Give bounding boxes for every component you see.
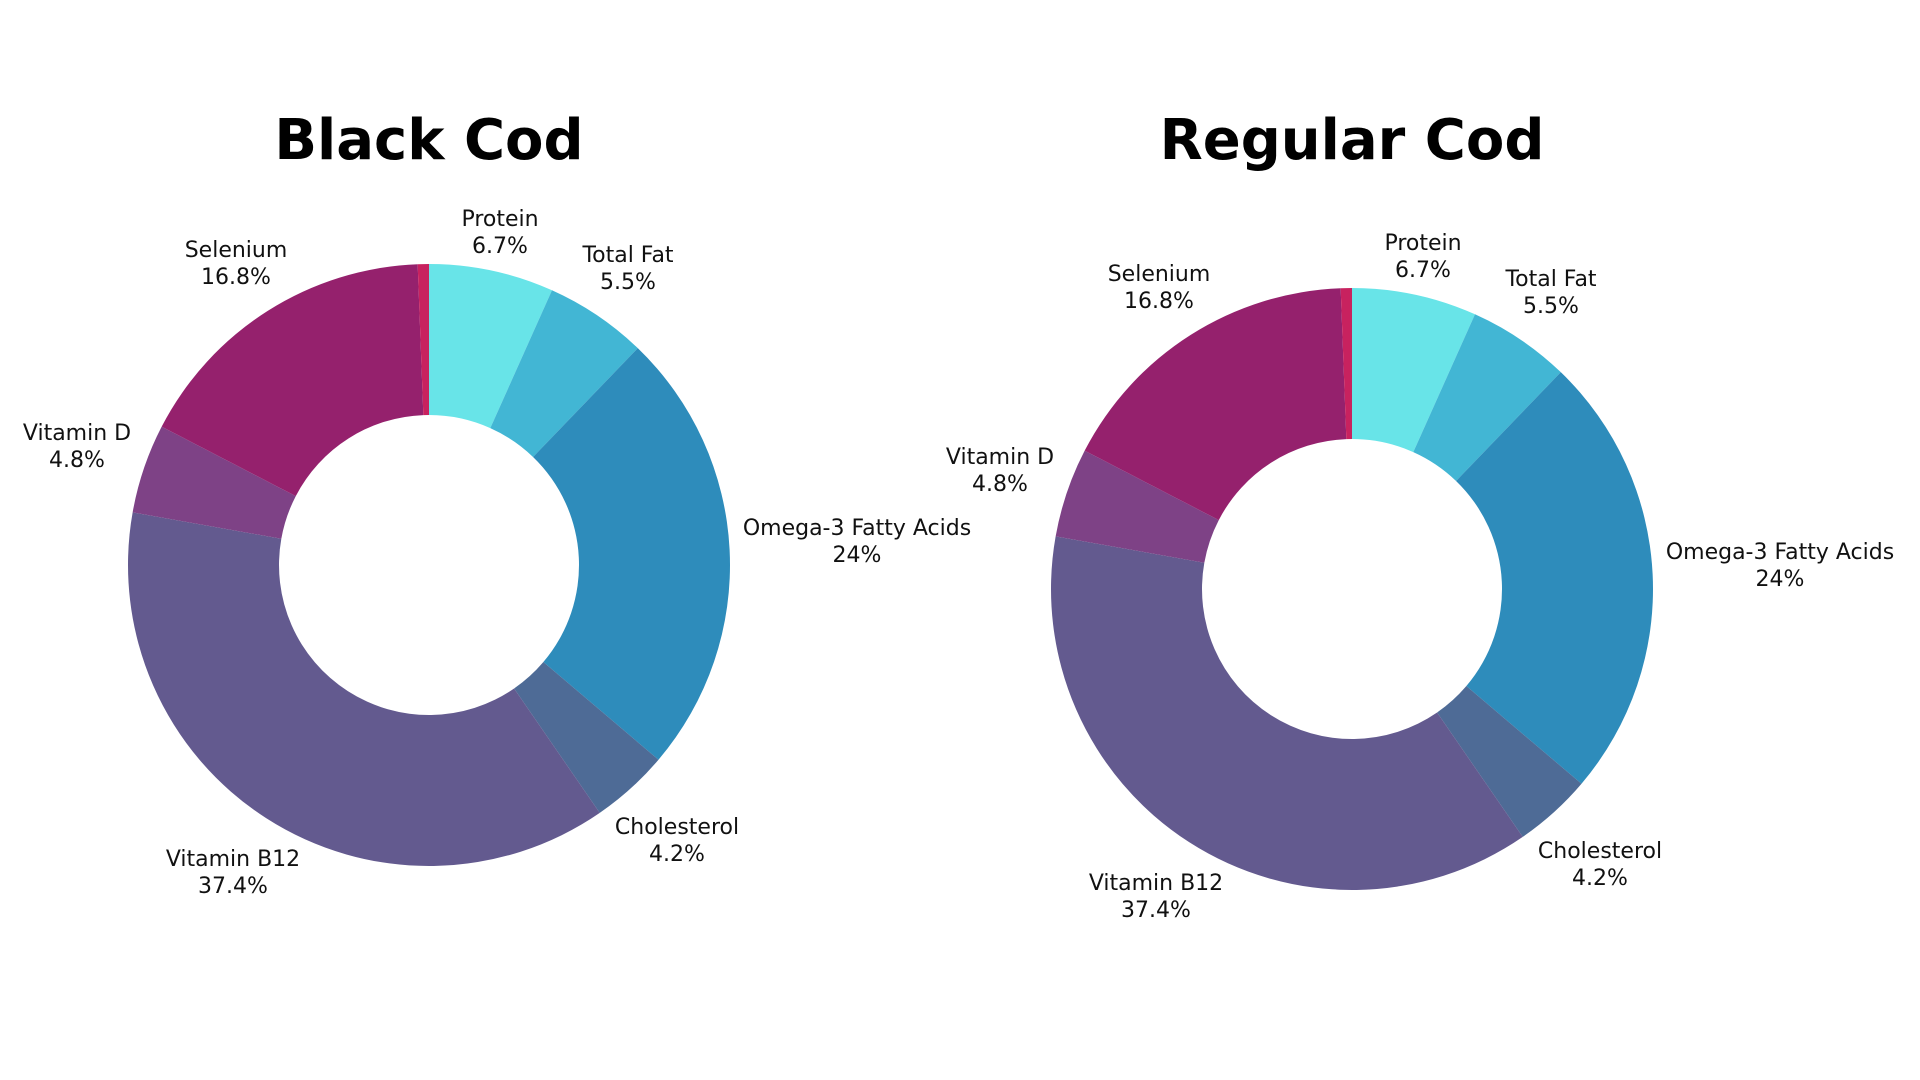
- slice-label-value: 16.8%: [201, 265, 271, 290]
- slice-label-name: Selenium: [184, 238, 288, 263]
- slice-label-value: 4.8%: [49, 448, 105, 473]
- slice-label-name: Vitamin B12: [1088, 871, 1224, 896]
- slice-other: [1340, 288, 1352, 440]
- slice-label-value: 4.8%: [972, 472, 1028, 497]
- chart-title-black-cod: Black Cod: [274, 108, 584, 173]
- slice-label: Total Fat 5.5%: [582, 242, 673, 296]
- slice-label: Selenium 16.8%: [1108, 261, 1211, 315]
- slice-label-name: Protein: [461, 207, 539, 232]
- slice-label-name: Vitamin B12: [165, 847, 301, 872]
- slice-label-value: 16.8%: [1124, 289, 1194, 314]
- slice-label-value: 24%: [1755, 567, 1805, 592]
- slice-label: Omega-3 Fatty Acids 24%: [743, 515, 971, 569]
- slice-protein: [1352, 288, 1476, 453]
- slice-label: Omega-3 Fatty Acids 24%: [1666, 539, 1894, 593]
- slice-label-value: 37.4%: [1121, 898, 1191, 923]
- slice-total-fat: [1413, 314, 1561, 481]
- slice-total-fat: [490, 290, 638, 457]
- slice-label-value: 5.5%: [600, 270, 656, 295]
- slice-label-name: Vitamin D: [945, 445, 1055, 470]
- slice-label: Vitamin B12 37.4%: [1089, 870, 1223, 924]
- slice-protein: [429, 264, 553, 429]
- slice-label: Protein 6.7%: [1384, 230, 1461, 284]
- slice-vitamin-d: [132, 426, 296, 539]
- slice-label-name: Cholesterol: [614, 815, 740, 840]
- slice-omega-3-fatty-acids: [1456, 372, 1653, 784]
- slice-cholesterol: [1437, 686, 1582, 837]
- slice-label-name: Selenium: [1107, 262, 1211, 287]
- slice-label: Vitamin D 4.8%: [946, 444, 1054, 498]
- slice-label-value: 5.5%: [1523, 294, 1579, 319]
- slice-selenium: [161, 264, 424, 497]
- slice-label: Selenium 16.8%: [185, 237, 288, 291]
- slice-label-name: Total Fat: [1505, 267, 1597, 292]
- slice-label: Cholesterol 4.2%: [1538, 838, 1662, 892]
- slice-label: Cholesterol 4.2%: [615, 814, 739, 868]
- slice-label-name: Omega-3 Fatty Acids: [1665, 540, 1895, 565]
- chart-title-regular-cod: Regular Cod: [1159, 108, 1545, 173]
- slice-label: Protein 6.7%: [461, 206, 538, 260]
- slice-label: Vitamin B12 37.4%: [166, 846, 300, 900]
- slice-label: Vitamin D 4.8%: [23, 420, 131, 474]
- slice-label-name: Total Fat: [582, 243, 674, 268]
- slice-label-value: 37.4%: [198, 874, 268, 899]
- slice-label-name: Protein: [1384, 231, 1462, 256]
- slice-label-name: Vitamin D: [22, 421, 132, 446]
- slice-other: [417, 264, 429, 416]
- slice-label-value: 4.2%: [649, 842, 705, 867]
- slice-label-name: Cholesterol: [1537, 839, 1663, 864]
- slice-selenium: [1084, 288, 1347, 521]
- slice-label-value: 24%: [832, 543, 882, 568]
- slice-label-name: Omega-3 Fatty Acids: [742, 516, 972, 541]
- slice-label: Total Fat 5.5%: [1505, 266, 1596, 320]
- slice-label-value: 4.2%: [1572, 866, 1628, 891]
- slice-omega-3-fatty-acids: [533, 348, 730, 760]
- slice-vitamin-b12: [1051, 536, 1523, 890]
- slice-label-value: 6.7%: [1395, 258, 1451, 283]
- slice-vitamin-b12: [127, 512, 600, 866]
- slice-cholesterol: [514, 662, 659, 813]
- slice-vitamin-d: [1055, 450, 1219, 563]
- slice-label-value: 6.7%: [472, 234, 528, 259]
